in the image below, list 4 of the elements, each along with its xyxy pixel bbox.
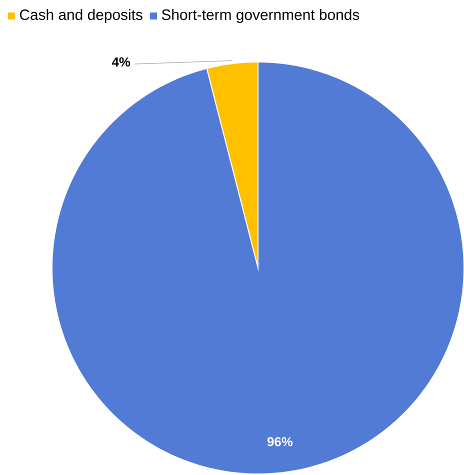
legend-label: Short-term government bonds (162, 9, 359, 23)
data-label: 4% (112, 57, 130, 67)
data-label: 96% (267, 437, 292, 446)
legend-label: Cash and deposits (20, 9, 142, 23)
